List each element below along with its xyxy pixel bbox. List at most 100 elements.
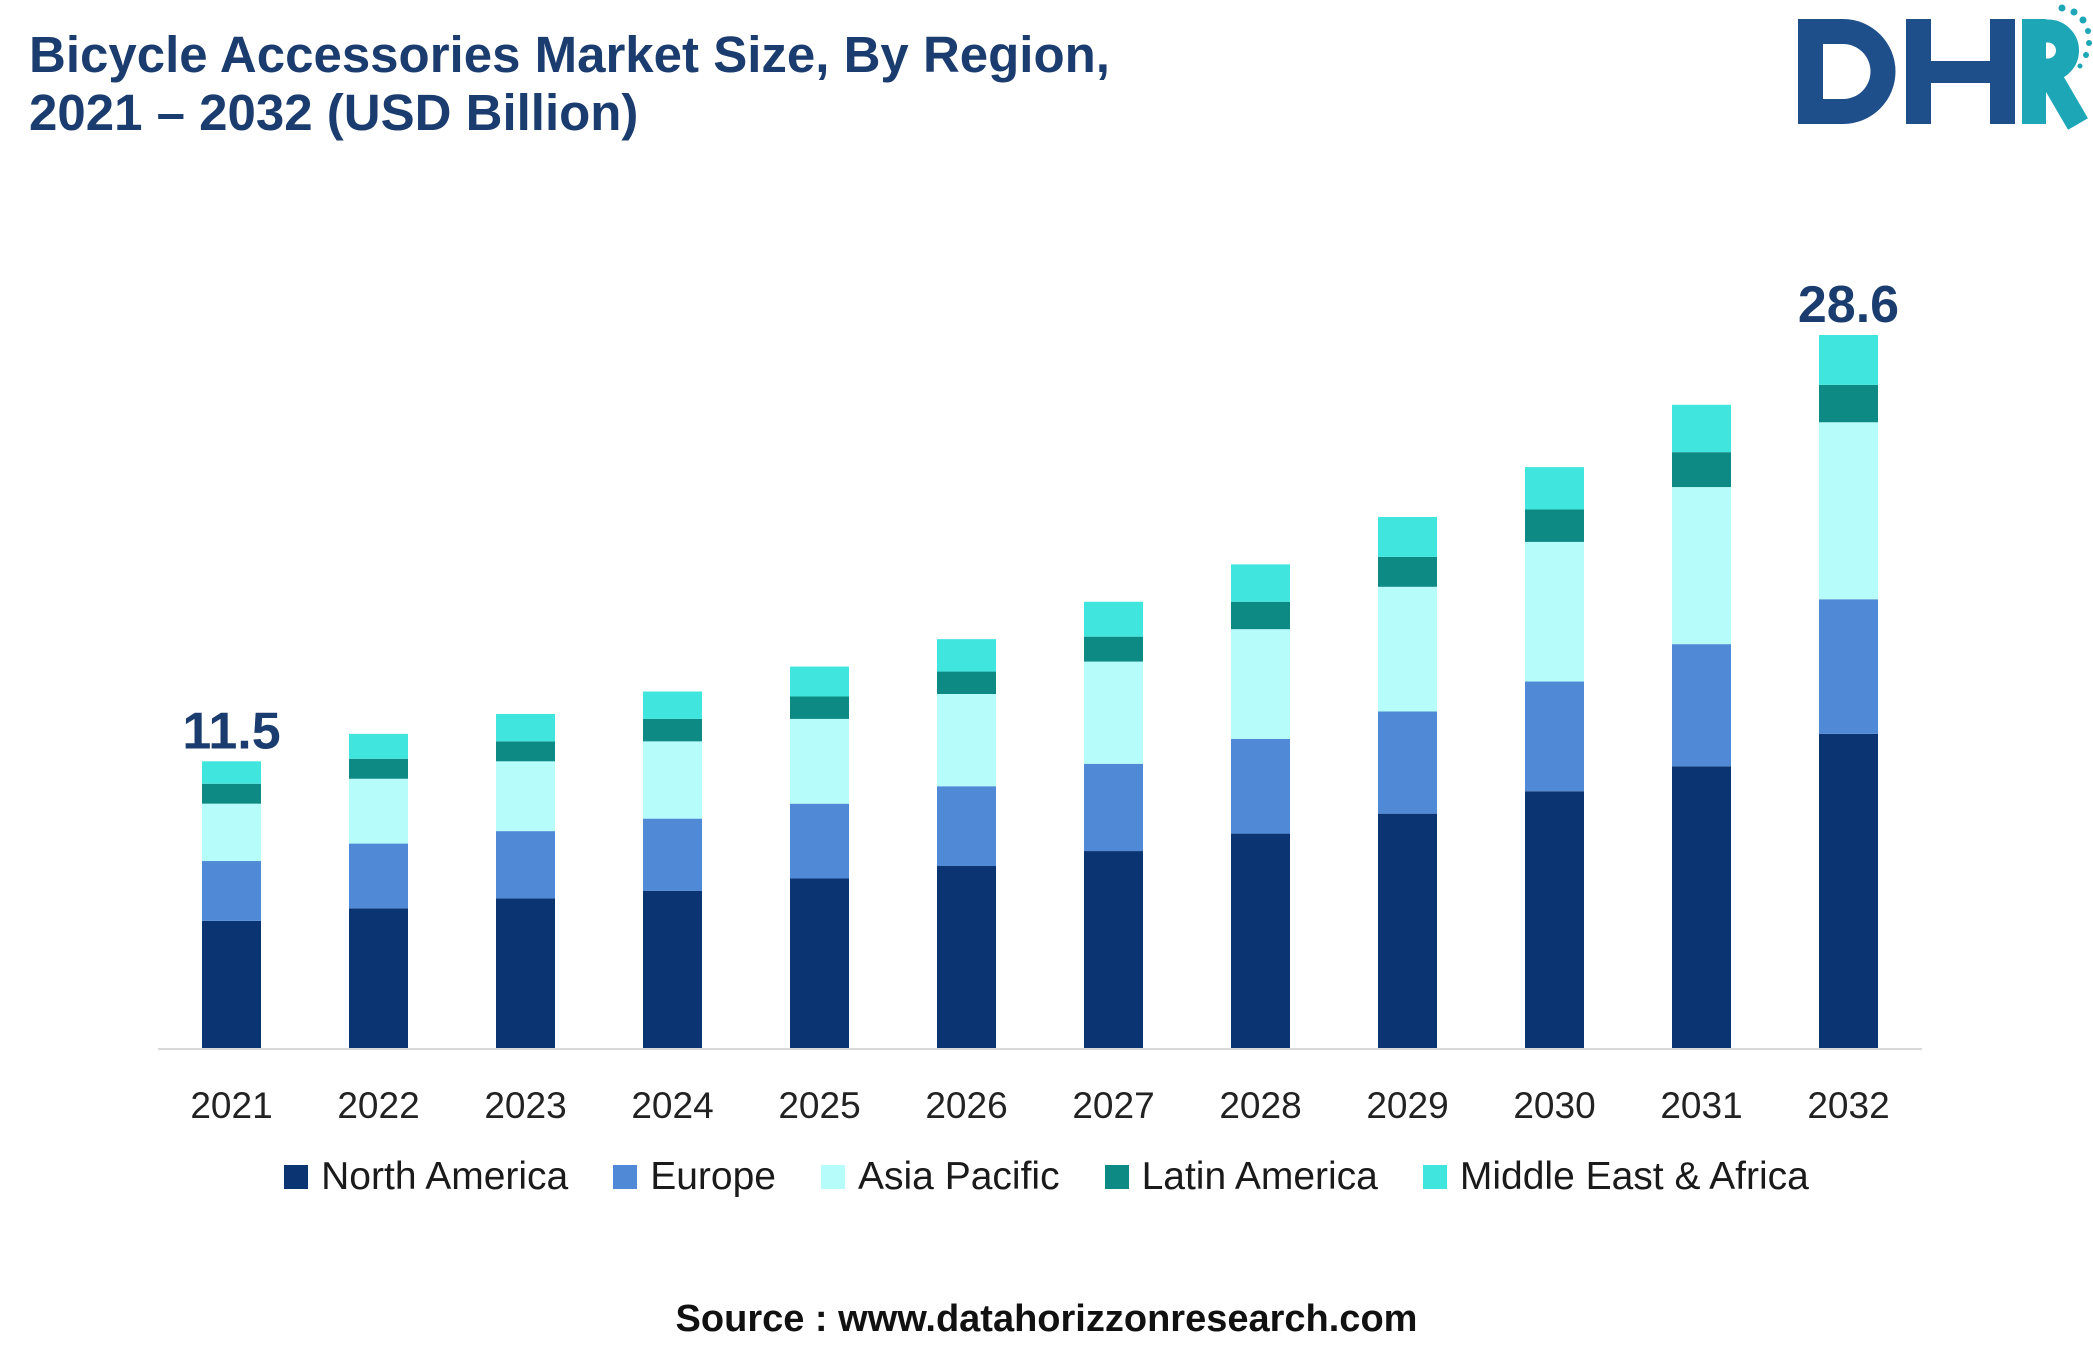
logo-h-left-stem <box>1906 19 1931 124</box>
bar-stack-2021 <box>202 761 261 1048</box>
x-tick-label-2028: 2028 <box>1219 1085 1301 1126</box>
logo-dot <box>2085 28 2091 34</box>
bar-segment-middle-east-africa-2026 <box>937 639 996 672</box>
legend-item-north-america: North America <box>284 1155 568 1199</box>
x-tick-label-2030: 2030 <box>1513 1085 1595 1126</box>
x-tick-label-2023: 2023 <box>484 1085 566 1126</box>
bar-segment-latin-america-2028 <box>1231 601 1290 630</box>
total-label-2032: 28.6 <box>1798 276 1899 334</box>
legend-label: Europe <box>650 1155 776 1198</box>
bar-segment-latin-america-2030 <box>1525 509 1584 542</box>
legend-swatch-north-america <box>284 1165 309 1189</box>
logo-dot <box>2086 40 2092 46</box>
legend: North America Europe Asia Pacific Latin … <box>0 1153 2093 1201</box>
bar-segment-europe-2022 <box>349 843 408 909</box>
bar-segment-north-america-2032 <box>1819 733 1878 1048</box>
x-tick-label-2031: 2031 <box>1660 1085 1742 1126</box>
bar-segment-middle-east-africa-2030 <box>1525 467 1584 510</box>
x-tick-label-2025: 2025 <box>778 1085 860 1126</box>
legend-item-latin-america: Latin America <box>1104 1155 1378 1199</box>
logo-r-leg <box>2040 70 2088 130</box>
x-tick-label-2026: 2026 <box>925 1085 1007 1126</box>
bar-segment-asia-pacific-2022 <box>349 778 408 844</box>
legend-swatch-europe <box>613 1165 638 1189</box>
bar-segment-middle-east-africa-2031 <box>1672 404 1731 453</box>
bar-segment-latin-america-2025 <box>790 696 849 719</box>
legend-item-middle-east-africa: Middle East & Africa <box>1422 1155 1809 1199</box>
logo-dot <box>2079 16 2087 24</box>
bar-segment-europe-2032 <box>1819 599 1878 734</box>
bar-segment-latin-america-2022 <box>349 758 408 779</box>
bar-segment-asia-pacific-2023 <box>496 761 555 832</box>
bar-stack-2032 <box>1819 335 1878 1048</box>
bar-segment-asia-pacific-2028 <box>1231 629 1290 739</box>
logo-dots <box>2058 4 2092 69</box>
dhr-logo <box>1798 4 2092 130</box>
bar-segment-asia-pacific-2027 <box>1084 661 1143 764</box>
bar-segment-latin-america-2023 <box>496 741 555 762</box>
logo-dot <box>2070 8 2078 16</box>
logo-r-bowl <box>2034 19 2079 82</box>
bar-segment-north-america-2030 <box>1525 791 1584 1048</box>
bar-stack-2029 <box>1378 516 1437 1048</box>
bar-segment-europe-2030 <box>1525 681 1584 792</box>
bar-segment-north-america-2031 <box>1672 766 1731 1048</box>
x-tick-label-2021: 2021 <box>190 1085 272 1126</box>
x-tick-label-2029: 2029 <box>1366 1085 1448 1126</box>
bar-stack-2027 <box>1084 601 1143 1048</box>
bar-stack-2028 <box>1231 564 1290 1048</box>
bar-segment-middle-east-africa-2021 <box>202 761 261 784</box>
legend-swatch-middle-east-africa <box>1422 1165 1447 1189</box>
bar-segment-asia-pacific-2030 <box>1525 541 1584 682</box>
bar-segment-europe-2028 <box>1231 738 1290 834</box>
bar-stack-2024 <box>643 691 702 1048</box>
legend-item-asia-pacific: Asia Pacific <box>821 1155 1060 1199</box>
logo-letter-h <box>1906 19 2015 124</box>
bar-segment-latin-america-2031 <box>1672 452 1731 488</box>
bar-segment-north-america-2022 <box>349 908 408 1048</box>
legend-swatch-latin-america <box>1104 1165 1129 1189</box>
bar-segment-middle-east-africa-2023 <box>496 713 555 742</box>
legend-swatch-asia-pacific <box>821 1165 845 1189</box>
bar-segment-north-america-2027 <box>1084 851 1143 1048</box>
bar-stack-2025 <box>790 666 849 1048</box>
chart-title: Bicycle Accessories Market Size, By Regi… <box>29 26 1110 142</box>
logo-dot <box>2077 63 2083 69</box>
bar-segment-north-america-2024 <box>643 890 702 1048</box>
bar-segment-north-america-2029 <box>1378 813 1437 1048</box>
x-tick-label-2024: 2024 <box>631 1085 713 1126</box>
bar-segment-latin-america-2026 <box>937 671 996 694</box>
bar-segment-latin-america-2021 <box>202 783 261 804</box>
bar-stack-2023 <box>496 713 555 1048</box>
bar-segment-north-america-2025 <box>790 878 849 1048</box>
bar-segment-latin-america-2032 <box>1819 384 1878 423</box>
bar-stack-2030 <box>1525 467 1584 1048</box>
bar-segment-middle-east-africa-2025 <box>790 666 849 697</box>
bar-segment-north-america-2021 <box>202 920 261 1048</box>
source-credit: Source : www.datahorizzonresearch.com <box>675 1298 1418 1340</box>
bar-stack-2031 <box>1672 404 1731 1048</box>
logo-h-right-stem <box>1990 19 2015 124</box>
bar-segment-europe-2021 <box>202 861 261 921</box>
bar-segment-europe-2023 <box>496 831 555 899</box>
bar-segment-europe-2031 <box>1672 644 1731 767</box>
legend-item-europe: Europe <box>613 1155 776 1199</box>
logo-dot <box>2083 52 2089 58</box>
bar-segment-asia-pacific-2032 <box>1819 422 1878 600</box>
x-tick-label-2027: 2027 <box>1072 1085 1154 1126</box>
bar-segment-asia-pacific-2029 <box>1378 586 1437 712</box>
bar-segment-middle-east-africa-2024 <box>643 691 702 719</box>
bar-segment-asia-pacific-2024 <box>643 741 702 819</box>
legend-label: Asia Pacific <box>858 1155 1060 1198</box>
bar-segment-north-america-2028 <box>1231 833 1290 1048</box>
bar-segment-europe-2025 <box>790 803 849 879</box>
x-axis-tick-labels: 2021 2022 2023 2024 2025 2026 2027 2028 2029 2030… <box>190 1085 1889 1126</box>
bar-segment-middle-east-africa-2029 <box>1378 516 1437 557</box>
bar-segment-middle-east-africa-2022 <box>349 733 408 759</box>
logo-dot <box>2058 4 2066 12</box>
bar-segment-latin-america-2027 <box>1084 636 1143 662</box>
bar-segment-asia-pacific-2025 <box>790 718 849 804</box>
bar-stack-2022 <box>349 733 408 1048</box>
bars <box>202 335 1878 1048</box>
